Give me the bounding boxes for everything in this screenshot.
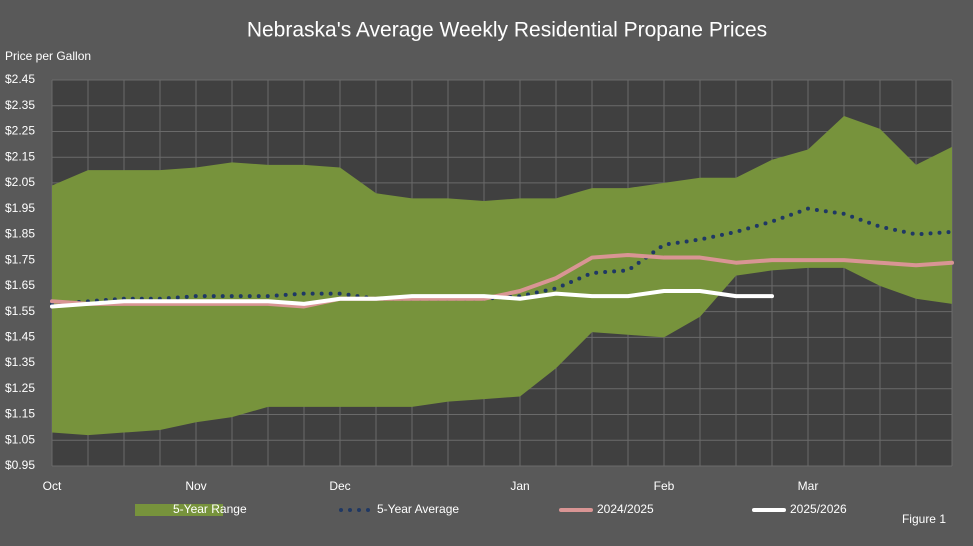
y-tick-label: $2.05	[5, 175, 35, 189]
legend-label: 5-Year Range	[173, 502, 247, 516]
x-tick-label: Feb	[654, 479, 675, 493]
y-tick-label: $2.45	[5, 72, 35, 86]
x-tick-label: Oct	[43, 479, 62, 493]
y-tick-label: $2.35	[5, 98, 35, 112]
line	[50, 289, 774, 309]
x-tick-label: Nov	[185, 479, 206, 493]
figure-note: Figure 1	[902, 512, 946, 526]
y-tick-label: $1.25	[5, 381, 35, 395]
y-tick-label: $0.95	[5, 458, 35, 472]
y-tick-label: $1.35	[5, 355, 35, 369]
x-tick-label: Jan	[510, 479, 529, 493]
legend-label: 2024/2025	[597, 502, 654, 516]
y-tick-label: $1.05	[5, 432, 35, 446]
legend-label: 2025/2026	[790, 502, 847, 516]
legend-label: 5-Year Average	[377, 502, 459, 516]
x-tick-label: Dec	[329, 479, 350, 493]
y-tick-label: $1.75	[5, 252, 35, 266]
y-tick-label: $2.15	[5, 149, 35, 163]
chart-title: Nebraska's Average Weekly Residential Pr…	[247, 19, 767, 42]
y-tick-label: $1.45	[5, 330, 35, 344]
range-area	[52, 116, 952, 436]
line	[50, 252, 954, 309]
y-tick-label: $1.95	[5, 201, 35, 215]
x-tick-label: Mar	[798, 479, 819, 493]
y-tick-label: $1.65	[5, 278, 35, 292]
legend-swatch	[135, 504, 223, 516]
y-tick-label: $2.25	[5, 124, 35, 138]
y-tick-label: $1.55	[5, 304, 35, 318]
y-tick-label: $1.85	[5, 227, 35, 241]
y-tick-label: $1.15	[5, 407, 35, 421]
y-axis-label: Price per Gallon	[5, 49, 91, 63]
